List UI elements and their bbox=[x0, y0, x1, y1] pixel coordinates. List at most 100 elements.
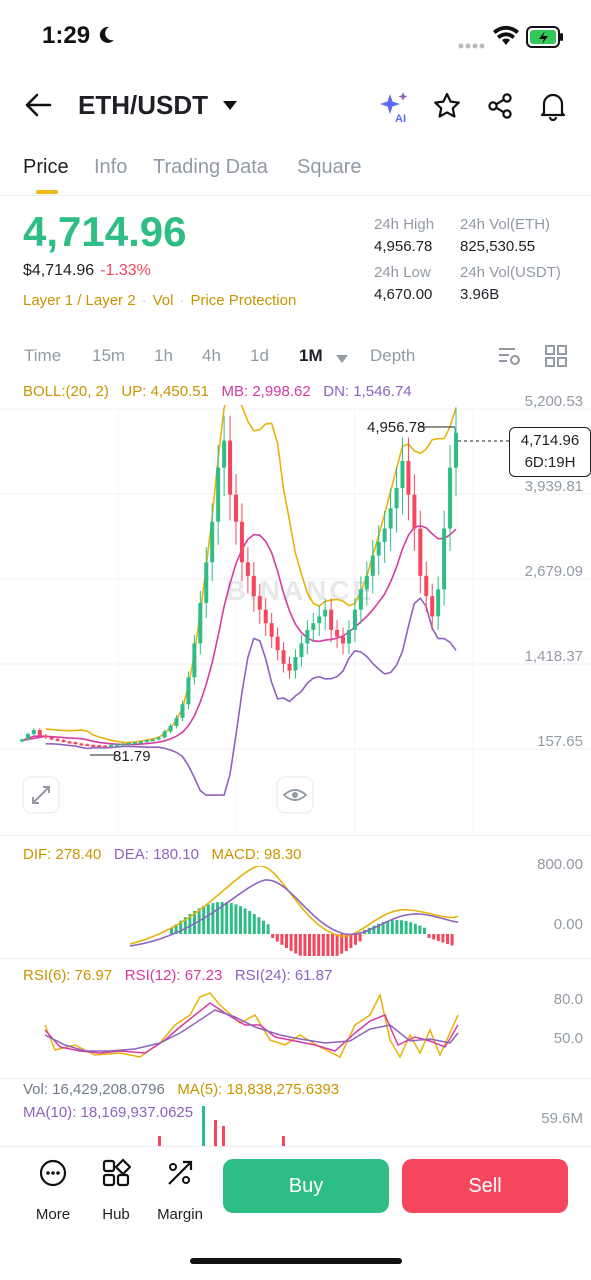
candle-body bbox=[239, 521, 244, 563]
candle-body bbox=[49, 737, 54, 740]
usd-price: $4,714.96 bbox=[23, 262, 95, 279]
rsi-chart bbox=[44, 992, 459, 1059]
interval-15m[interactable]: 15m bbox=[92, 346, 126, 365]
macd-bar bbox=[390, 920, 394, 934]
candle-body bbox=[43, 735, 48, 738]
caret-down-icon[interactable] bbox=[222, 98, 238, 116]
interval-more-caret-icon[interactable] bbox=[335, 351, 349, 369]
macd-bar bbox=[335, 934, 339, 956]
candle-body bbox=[311, 623, 316, 630]
tab-trading-data[interactable]: Trading Data bbox=[153, 156, 268, 178]
candle-body bbox=[121, 743, 126, 746]
expand-chart-button[interactable] bbox=[22, 776, 60, 814]
candlestick-chart[interactable]: BINANCE 4,956.78 81.79 bbox=[0, 405, 591, 835]
macd-bar bbox=[432, 934, 436, 940]
interval-1m[interactable]: 1M bbox=[299, 346, 323, 365]
candle-body bbox=[281, 650, 286, 664]
candle-body bbox=[364, 575, 369, 590]
candle-body bbox=[370, 555, 375, 576]
candle-body bbox=[382, 528, 387, 543]
buy-button[interactable]: Buy bbox=[223, 1159, 389, 1213]
interval-time[interactable]: Time bbox=[24, 346, 62, 365]
tag-vol[interactable]: Vol bbox=[152, 292, 174, 309]
candle-body bbox=[85, 744, 90, 747]
bottom-action-bar: More Hub Margin Buy Sell bbox=[0, 1146, 591, 1236]
current-price-tag: 4,714.96 6D:19H bbox=[509, 427, 591, 477]
macd-bar bbox=[312, 934, 316, 956]
interval-4h[interactable]: 4h bbox=[202, 346, 221, 365]
candle-body bbox=[388, 508, 393, 529]
boll-legend: BOLL:(20, 2) UP: 4,450.51 MB: 2,998.62 D… bbox=[23, 383, 412, 400]
interval-depth[interactable]: Depth bbox=[370, 346, 416, 365]
macd-bar bbox=[367, 927, 371, 934]
macd-bar bbox=[423, 927, 426, 934]
boll-mb: MB: 2,998.62 bbox=[221, 383, 311, 400]
macd-bar bbox=[340, 934, 344, 954]
candle-body bbox=[400, 460, 405, 488]
vol-axis-label: 59.6M bbox=[541, 1110, 583, 1127]
macd-bar bbox=[285, 934, 288, 948]
usd-price-row: $4,714.96 -1.33% bbox=[23, 262, 151, 280]
candle-body bbox=[269, 623, 274, 637]
candle-body bbox=[245, 562, 250, 576]
macd-bar bbox=[229, 903, 233, 934]
macd-bar bbox=[409, 922, 413, 934]
tag-layer[interactable]: Layer 1 / Layer 2 bbox=[23, 292, 136, 309]
tab-price[interactable]: Price bbox=[23, 156, 69, 178]
candle-body bbox=[79, 743, 84, 746]
macd-dif: DIF: 278.40 bbox=[23, 846, 102, 863]
macd-bar bbox=[275, 934, 279, 942]
sell-button[interactable]: Sell bbox=[402, 1159, 568, 1213]
macd-bar bbox=[266, 924, 270, 934]
macd-bar bbox=[331, 934, 334, 956]
interval-1h[interactable]: 1h bbox=[154, 346, 173, 365]
candle-body bbox=[448, 467, 453, 529]
margin-label: Margin bbox=[157, 1206, 203, 1223]
home-indicator bbox=[190, 1258, 402, 1264]
stat-low: 4,670.00 bbox=[374, 286, 433, 303]
share-icon[interactable] bbox=[486, 92, 514, 125]
macd-bar bbox=[183, 917, 187, 934]
bell-icon[interactable] bbox=[539, 91, 567, 126]
rsi-12: RSI(12): 67.23 bbox=[124, 967, 223, 984]
boll-dn: DN: 1,546.74 bbox=[323, 383, 412, 400]
candle-body bbox=[275, 636, 280, 651]
candle-body bbox=[329, 609, 334, 630]
candle-body bbox=[210, 521, 215, 563]
vol-value: Vol: 16,429,208.0796 bbox=[23, 1081, 165, 1098]
candle-body bbox=[305, 629, 310, 644]
candle-body bbox=[174, 717, 179, 726]
candle-body bbox=[144, 740, 149, 743]
stat-vol-eth: 825,530.55 bbox=[460, 238, 536, 255]
candle-body bbox=[126, 742, 131, 745]
layout-grid-icon[interactable] bbox=[545, 345, 567, 372]
back-arrow-icon[interactable] bbox=[24, 92, 52, 123]
tag-price-protection[interactable]: Price Protection bbox=[190, 292, 297, 309]
candle-body bbox=[109, 744, 114, 747]
candle-body bbox=[115, 744, 120, 747]
star-icon[interactable] bbox=[433, 92, 461, 125]
toggle-visibility-button[interactable] bbox=[276, 776, 314, 814]
stat-high: 4,956.78 bbox=[374, 238, 433, 255]
candle-body bbox=[418, 528, 423, 576]
macd-bar bbox=[225, 902, 229, 934]
macd-bar bbox=[354, 934, 357, 945]
interval-1d[interactable]: 1d bbox=[250, 346, 269, 365]
status-time: 1:29 bbox=[42, 22, 91, 49]
macd-bar bbox=[294, 934, 298, 954]
tab-square[interactable]: Square bbox=[297, 156, 362, 178]
indicator-settings-icon[interactable] bbox=[497, 345, 521, 372]
price-axis-label: 1,418.37 bbox=[524, 648, 583, 665]
boll-up-line bbox=[45, 405, 457, 744]
candle-body bbox=[37, 730, 42, 736]
tab-info[interactable]: Info bbox=[94, 156, 128, 178]
candle-body bbox=[263, 609, 268, 624]
ai-sparkle-icon[interactable]: AI bbox=[378, 90, 412, 129]
candle-body bbox=[180, 704, 185, 718]
candle-body bbox=[454, 432, 458, 468]
macd-bar bbox=[395, 920, 399, 934]
stat-low-label: 24h Low bbox=[374, 264, 431, 281]
pair-title[interactable]: ETH/USDT bbox=[78, 90, 208, 120]
moon-icon bbox=[96, 25, 116, 50]
macd-bar bbox=[262, 920, 265, 934]
